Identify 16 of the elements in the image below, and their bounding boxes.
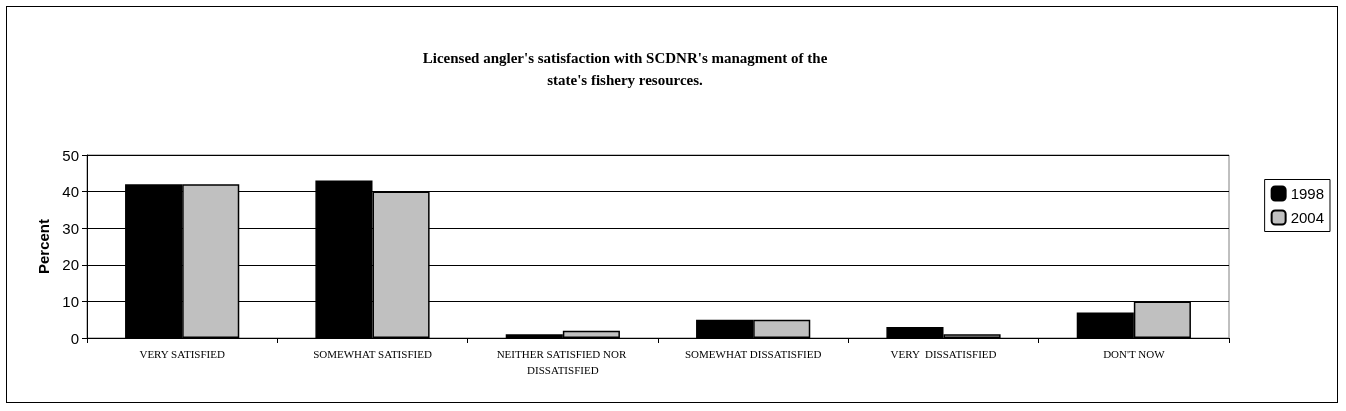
x-tick-label: DON'T NOW [1103,348,1166,360]
y-tick-label: 10 [62,292,79,310]
y-tick-label: 0 [70,329,79,347]
y-tick-label: 40 [62,183,79,201]
x-tick-label: NEITHER SATISFIED NOR DISSATISFIED [496,348,629,376]
y-axis-title: Percent [35,218,53,275]
y-tick-label: 30 [62,219,79,237]
chart-title: Licensed angler's satisfaction with SCDNR's managment of the state's fishery resources. [422,50,828,88]
legend-label: 2004 [1290,209,1325,226]
legend-label: 1998 [1290,185,1325,202]
x-tick-label: VERY DISSATISFIED [890,348,997,360]
x-tick-label: SOMEWHAT SATISFIED [313,348,432,360]
x-tick-label: SOMEWHAT DISSATISFIED [684,348,822,360]
y-tick-label: 50 [62,146,79,164]
x-tick-label: VERY SATISFIED [139,348,225,360]
y-tick-label: 20 [62,256,79,274]
